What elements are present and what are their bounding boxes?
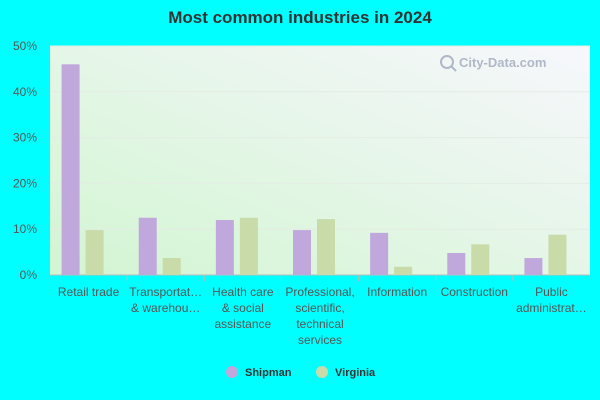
y-tick-label: 0% [20,268,38,282]
legend: Shipman Virginia [226,366,376,379]
watermark-text: City-Data.com [459,55,546,70]
bar-shipman-3 [293,230,311,275]
legend-label-shipman: Shipman [245,367,292,379]
bar-shipman-2 [215,220,234,275]
y-tick-label: 30% [13,131,37,145]
bar-shipman-4 [370,232,389,275]
bar-shipman-6 [524,258,543,275]
legend-swatch-virginia [316,366,328,378]
x-category-label: Construction [441,285,508,299]
x-category-label: Professional, scientific, technical service… [285,285,354,347]
bar-shipman-1 [138,217,157,275]
chart-title: Most common industries in 2024 [168,8,432,27]
bar-virginia-4 [394,266,413,275]
bar-shipman-0 [61,64,80,275]
x-category-label: Health care & social assistance [212,285,274,331]
x-category-label: Transportat… & warehou… [129,285,202,315]
search-icon [440,55,457,72]
watermark: City-Data.com [440,55,546,72]
bar-virginia-2 [239,217,258,275]
y-tick-label: 40% [13,85,37,99]
bar-virginia-0 [85,230,104,275]
x-category-label: Information [367,285,427,299]
x-category-label: Retail trade [58,285,120,299]
legend-label-virginia: Virginia [335,367,376,379]
bar-virginia-3 [317,219,335,275]
bar-virginia-6 [548,234,567,275]
y-tick-label: 50% [13,39,37,53]
legend-swatch-shipman [226,366,238,378]
y-tick-label: 20% [13,176,37,190]
y-tick-label: 10% [13,222,37,236]
bar-shipman-5 [447,253,466,275]
bar-virginia-1 [162,258,181,275]
x-category-label: Public administrat… [516,285,587,315]
bar-virginia-5 [471,244,490,275]
